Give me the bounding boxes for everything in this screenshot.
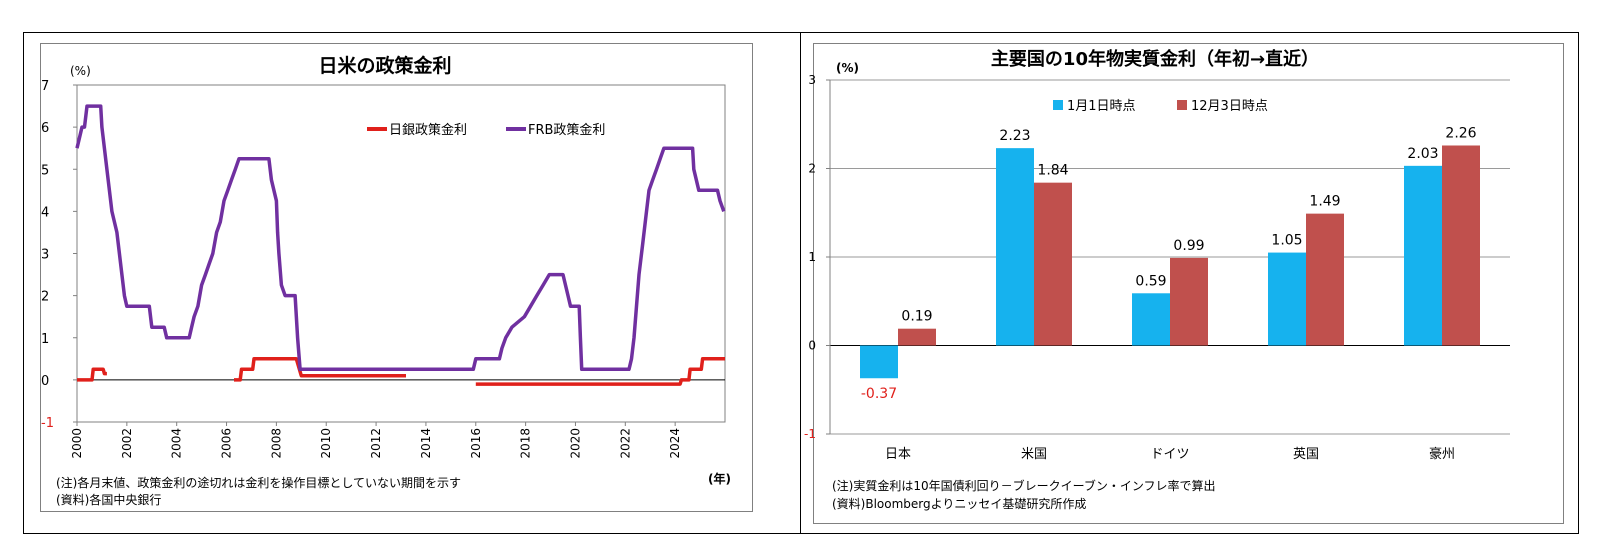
x-tick-label: 2004 bbox=[170, 428, 184, 459]
bar bbox=[1404, 165, 1442, 346]
data-label: 1.84 bbox=[1037, 163, 1068, 179]
note-right-2: (資料)Bloombergよりニッセイ基礎研究所作成 bbox=[832, 497, 1087, 511]
x-tick-label: 2010 bbox=[319, 428, 333, 459]
data-label: 2.26 bbox=[1445, 125, 1476, 141]
x-tick-label: 2002 bbox=[120, 428, 134, 459]
x-tick-label: 2008 bbox=[269, 428, 283, 459]
y-tick-label: 1 bbox=[41, 332, 49, 347]
x-tick-label: 2006 bbox=[220, 428, 234, 459]
boj-rate-line bbox=[234, 357, 406, 382]
category-label: 米国 bbox=[1021, 447, 1047, 462]
y-tick-label: 4 bbox=[41, 205, 49, 220]
outer-frame bbox=[23, 32, 1579, 534]
data-label: 0.59 bbox=[1135, 273, 1166, 289]
y-tick-label: 1 bbox=[808, 250, 816, 264]
x-tick-label: 2012 bbox=[369, 428, 383, 459]
note-left-2: (資料)各国中央銀行 bbox=[56, 493, 162, 507]
bar bbox=[860, 345, 898, 379]
bar bbox=[1034, 182, 1072, 346]
y-tick-label: 0 bbox=[41, 374, 49, 389]
x-tick-label: 2018 bbox=[519, 428, 533, 459]
y-tick-label: 0 bbox=[808, 339, 816, 353]
category-label: 英国 bbox=[1293, 447, 1319, 462]
data-label: 0.19 bbox=[901, 309, 932, 325]
boj-rate-line bbox=[475, 357, 725, 386]
data-label: -0.37 bbox=[861, 386, 897, 402]
data-label: 0.99 bbox=[1173, 238, 1204, 254]
category-label: 日本 bbox=[885, 447, 911, 462]
legend-label: 12月3日時点 bbox=[1191, 99, 1268, 114]
policy-rate-chart-panel bbox=[40, 43, 753, 512]
y-axis-unit: (%) bbox=[70, 64, 91, 78]
y-tick-label: 5 bbox=[41, 163, 49, 178]
chart-title: 主要国の10年物実質金利（年初→直近） bbox=[991, 48, 1319, 70]
frb-rate-line bbox=[75, 104, 726, 372]
bar bbox=[996, 148, 1034, 346]
panel-divider bbox=[800, 32, 801, 534]
note-right-1: (注)実質金利は10年国債利回り－ブレークイーブン・インフレ率で算出 bbox=[832, 479, 1216, 493]
bar bbox=[1132, 293, 1170, 346]
x-tick-label: 2016 bbox=[469, 428, 483, 459]
data-label: 1.05 bbox=[1271, 233, 1302, 249]
bar bbox=[1306, 213, 1344, 346]
category-label: ドイツ bbox=[1150, 447, 1189, 462]
category-label: 豪州 bbox=[1429, 446, 1455, 462]
data-label: 2.03 bbox=[1407, 146, 1438, 162]
y-tick-label: 7 bbox=[41, 79, 49, 94]
y-tick-label: 3 bbox=[41, 248, 49, 263]
legend-label: 1月1日時点 bbox=[1067, 99, 1136, 114]
x-axis-unit: (年) bbox=[708, 471, 731, 486]
legend-label: 日銀政策金利 bbox=[389, 122, 467, 138]
chart-title: 日米の政策金利 bbox=[318, 54, 451, 77]
y-tick-label: 2 bbox=[41, 290, 49, 305]
bar bbox=[1170, 257, 1208, 346]
bar bbox=[898, 328, 936, 346]
legend-label: FRB政策金利 bbox=[528, 122, 605, 138]
note-left-1: (注)各月末値、政策金利の途切れは金利を操作目標としていない期間を示す bbox=[56, 476, 462, 490]
legend-swatch bbox=[1177, 100, 1187, 110]
legend-swatch bbox=[1053, 100, 1063, 110]
y-axis-unit: (%) bbox=[836, 61, 859, 75]
x-tick-label: 2024 bbox=[668, 428, 682, 459]
y-tick-label: 3 bbox=[808, 73, 816, 87]
y-tick-label: -1 bbox=[41, 416, 54, 431]
boj-rate-line bbox=[77, 367, 107, 382]
x-tick-label: 2014 bbox=[419, 428, 433, 459]
bar bbox=[1442, 145, 1480, 346]
bar bbox=[1268, 252, 1306, 346]
y-tick-label: 2 bbox=[808, 162, 816, 176]
data-label: 2.23 bbox=[999, 128, 1030, 144]
y-tick-label: 6 bbox=[41, 121, 49, 136]
x-tick-label: 2020 bbox=[568, 428, 582, 459]
x-tick-label: 2000 bbox=[70, 428, 84, 459]
y-tick-label: -1 bbox=[804, 427, 816, 441]
data-label: 1.49 bbox=[1309, 194, 1340, 210]
x-tick-label: 2022 bbox=[618, 428, 632, 459]
